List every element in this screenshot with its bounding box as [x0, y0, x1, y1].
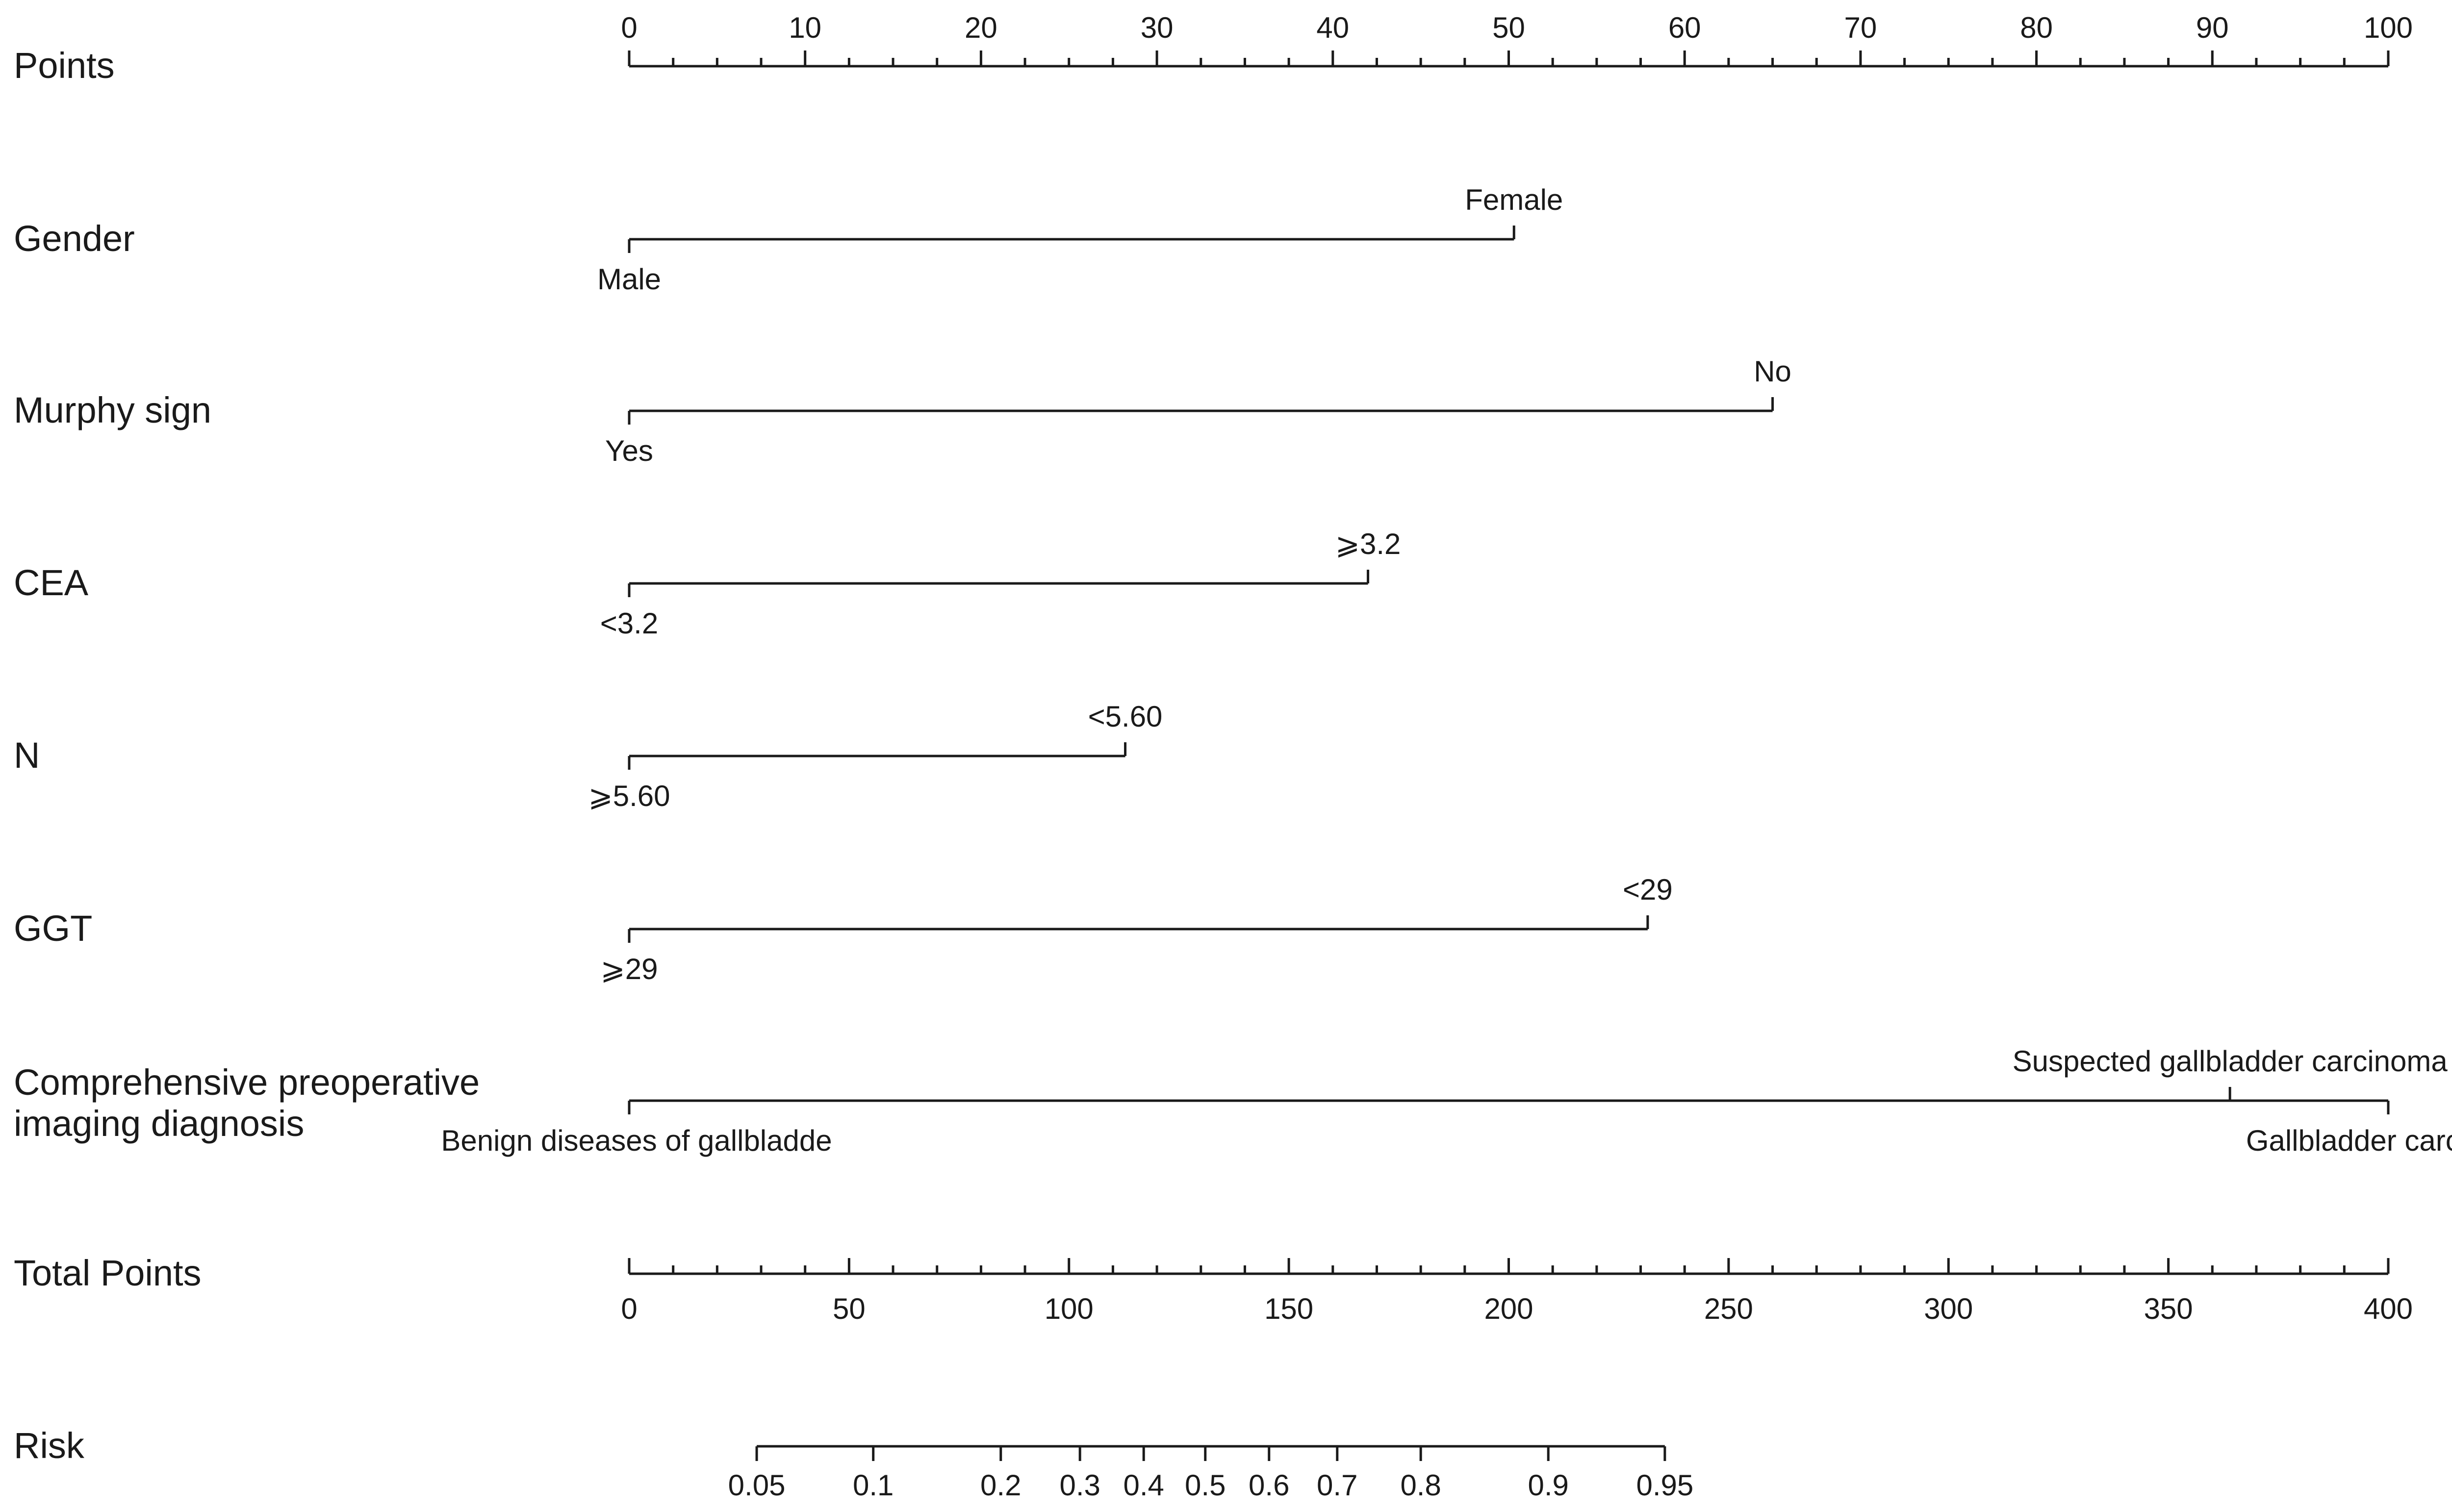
risk-tick-label: 0.8 — [1400, 1469, 1441, 1502]
tick-label: 100 — [1045, 1292, 1094, 1325]
row-label: Total Points — [14, 1253, 202, 1293]
level-label: <3.2 — [600, 607, 658, 640]
level-label: Gallbladder carcinoma — [2246, 1124, 2452, 1157]
level-label: <5.60 — [1088, 700, 1163, 733]
row-label: N — [14, 735, 40, 776]
tick-label: 20 — [965, 11, 997, 44]
row-label: Comprehensive preoperative — [14, 1062, 480, 1103]
tick-label: 60 — [1668, 11, 1701, 44]
tick-label: 400 — [2364, 1292, 2413, 1325]
tick-label: 0 — [621, 1292, 637, 1325]
level-label: Suspected gallbladder carcinoma — [2013, 1045, 2448, 1078]
level-label: ⩾29 — [600, 953, 658, 985]
level-label: Yes — [605, 434, 653, 467]
level-label: ⩾5.60 — [588, 780, 670, 812]
risk-tick-label: 0.1 — [853, 1469, 894, 1502]
row-label: Points — [14, 45, 115, 86]
tick-label: 250 — [1704, 1292, 1753, 1325]
tick-label: 80 — [2020, 11, 2053, 44]
level-label: No — [1754, 355, 1791, 388]
row-label: GGT — [14, 908, 92, 949]
tick-label: 200 — [1484, 1292, 1533, 1325]
row-label: Murphy sign — [14, 390, 211, 430]
tick-label: 100 — [2364, 11, 2413, 44]
risk-tick-label: 0.7 — [1317, 1469, 1357, 1502]
row-label-line2: imaging diagnosis — [14, 1103, 304, 1144]
level-label: Male — [597, 263, 661, 296]
tick-label: 0 — [621, 11, 637, 44]
risk-tick-label: 0.3 — [1059, 1469, 1100, 1502]
level-label: <29 — [1623, 873, 1673, 906]
tick-label: 50 — [833, 1292, 866, 1325]
tick-label: 10 — [789, 11, 821, 44]
tick-label: 300 — [1924, 1292, 1973, 1325]
risk-tick-label: 0.6 — [1249, 1469, 1289, 1502]
risk-tick-label: 0.5 — [1185, 1469, 1226, 1502]
tick-label: 40 — [1316, 11, 1349, 44]
risk-tick-label: 0.95 — [1636, 1469, 1693, 1502]
risk-tick-label: 0.2 — [980, 1469, 1021, 1502]
tick-label: 70 — [1844, 11, 1877, 44]
row-label: Risk — [14, 1425, 85, 1466]
risk-tick-label: 0.05 — [728, 1469, 786, 1502]
tick-label: 350 — [2144, 1292, 2193, 1325]
row-label: Gender — [14, 218, 135, 259]
risk-tick-label: 0.9 — [1528, 1469, 1568, 1502]
level-label: Female — [1465, 183, 1563, 216]
level-label: Benign diseases of gallbladde — [441, 1124, 832, 1157]
risk-tick-label: 0.4 — [1123, 1469, 1164, 1502]
tick-label: 50 — [1492, 11, 1525, 44]
tick-label: 150 — [1264, 1292, 1313, 1325]
tick-label: 90 — [2196, 11, 2229, 44]
level-label: ⩾3.2 — [1335, 528, 1401, 560]
tick-label: 30 — [1141, 11, 1174, 44]
row-label: CEA — [14, 562, 89, 603]
